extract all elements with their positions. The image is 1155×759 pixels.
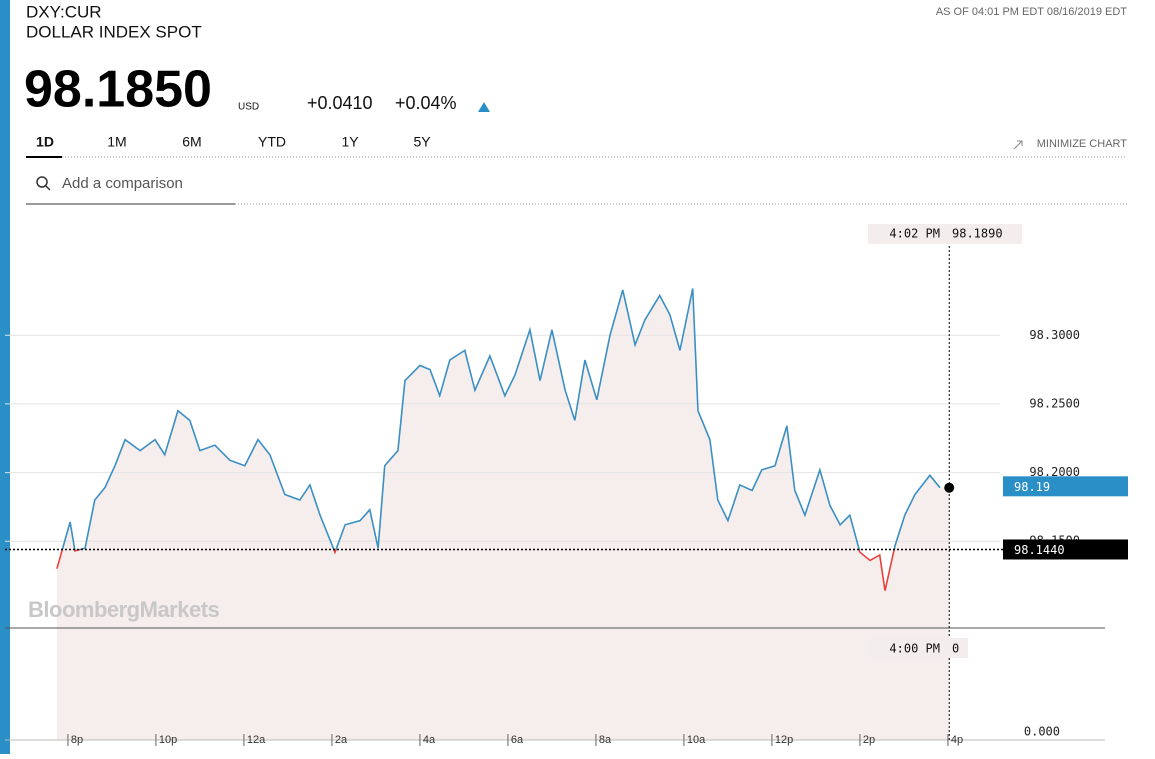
range-tab[interactable]: YTD <box>258 134 286 150</box>
x-tick-label: 6a <box>511 734 524 746</box>
up-arrow <box>478 102 490 112</box>
search-icon <box>36 176 48 188</box>
y-tick-label: 98.2500 <box>1029 396 1080 410</box>
x-tick-label: 8a <box>599 734 612 746</box>
symbol: DXY:CUR <box>26 2 102 21</box>
lower-crosshair-time: 4:00 PM <box>889 642 940 656</box>
area <box>56 288 941 740</box>
x-tick-label: 4a <box>423 734 436 746</box>
area-tail <box>940 487 950 740</box>
x-tick-label: 12p <box>775 734 793 746</box>
search-input[interactable]: Add a comparison <box>62 175 183 192</box>
minimize-icon <box>1013 140 1023 150</box>
y-tick-label: 98.3000 <box>1029 328 1080 342</box>
range-tab[interactable]: 1M <box>107 134 126 150</box>
range-tab[interactable]: 1D <box>36 134 54 150</box>
baseline-box <box>1003 539 1128 560</box>
currency: USD <box>238 102 259 113</box>
x-tick-label: 2a <box>335 734 348 746</box>
change-pct: +0.04% <box>395 93 457 113</box>
minimize-chart[interactable]: MINIMIZE CHART <box>1037 138 1128 150</box>
side-bar <box>0 0 10 754</box>
price-line <box>56 288 941 591</box>
baseline-label: 98.1440 <box>1014 543 1065 557</box>
as-of: AS OF 04:01 PM EDT 08/16/2019 EDT <box>936 6 1127 18</box>
range-tab[interactable]: 6M <box>182 134 201 150</box>
last-label: 98.19 <box>1014 480 1050 494</box>
lower-crosshair-value: 0 <box>952 642 959 656</box>
range-tab[interactable]: 5Y <box>413 134 431 150</box>
crosshair-time: 4:02 PM <box>889 227 940 241</box>
lower-crosshair-box <box>868 638 968 658</box>
x-tick-label: 4p <box>951 734 963 746</box>
crosshair-box <box>868 224 1022 244</box>
x-tick-label: 8p <box>71 734 83 746</box>
search-icon <box>45 185 51 191</box>
change: +0.0410 <box>307 93 373 113</box>
range-tab[interactable]: 1Y <box>341 134 359 150</box>
watermark: BloombergMarkets <box>28 597 220 622</box>
crosshair-value: 98.1890 <box>952 227 1003 241</box>
y-floor-label: 0.000 <box>1024 725 1060 739</box>
last-box <box>1003 476 1128 497</box>
crosshair-dot <box>944 482 955 493</box>
x-tick-label: 10a <box>687 734 706 746</box>
x-tick-label: 10p <box>159 734 177 746</box>
x-tick-label: 2p <box>863 734 875 746</box>
y-tick-label: 98.2000 <box>1029 465 1080 479</box>
price: 98.1850 <box>24 61 212 119</box>
x-tick-label: 12a <box>247 734 266 746</box>
instrument-name: DOLLAR INDEX SPOT <box>26 22 202 41</box>
